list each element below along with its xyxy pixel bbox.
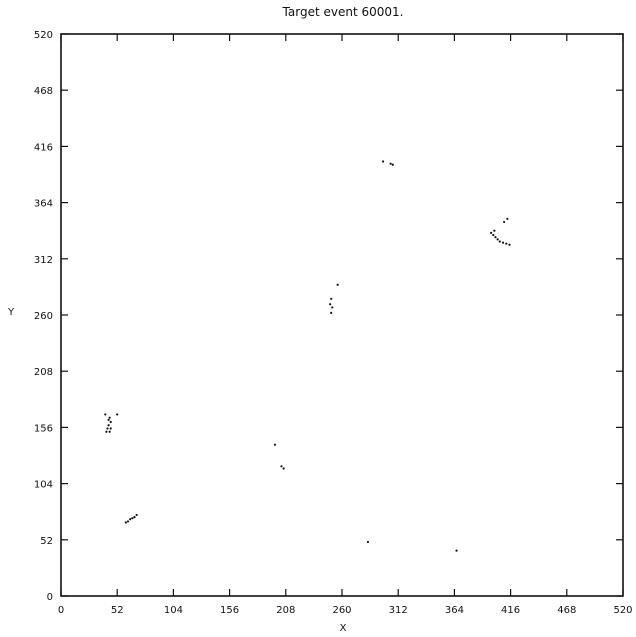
data-point: [490, 231, 493, 234]
data-point: [498, 240, 501, 243]
x-tick-label: 52: [111, 605, 124, 616]
data-point: [389, 162, 392, 165]
chart-title: Target event 60001.: [282, 5, 404, 19]
data-point: [126, 520, 130, 523]
x-tick-label: 416: [501, 605, 520, 616]
data-point: [492, 233, 495, 237]
data-point: [135, 513, 138, 517]
data-point: [273, 443, 277, 446]
x-tick-label: 364: [445, 605, 464, 616]
data-point: [108, 416, 111, 419]
data-point: [129, 518, 132, 521]
data-point: [381, 160, 385, 163]
data-point: [331, 306, 334, 309]
data-point: [109, 420, 112, 424]
data-point: [455, 549, 458, 552]
data-point: [330, 297, 333, 300]
data-point: [505, 242, 508, 245]
y-tick-label: 468: [34, 86, 53, 97]
data-point: [106, 427, 109, 430]
data-point: [282, 467, 285, 470]
data-point: [493, 229, 496, 232]
y-tick-label: 208: [34, 367, 53, 378]
data-point: [506, 217, 509, 220]
y-tick-label: 364: [34, 199, 53, 210]
data-point: [107, 418, 110, 421]
x-tick-label: 156: [220, 605, 239, 616]
data-point: [508, 243, 511, 246]
y-tick-label: 416: [34, 142, 53, 153]
data-point: [124, 521, 127, 524]
data-point: [366, 540, 370, 544]
x-tick-label: 208: [276, 605, 295, 616]
data-point: [503, 220, 506, 224]
x-tick-label: 0: [58, 605, 64, 616]
data-point: [391, 163, 394, 166]
y-tick-label: 104: [34, 480, 53, 491]
y-tick-label: 260: [34, 311, 53, 322]
x-tick-label: 260: [332, 605, 351, 616]
data-point: [107, 424, 110, 427]
y-axis-label: Y: [7, 307, 15, 318]
axis-ticks: 0 52 104 156 208 260 312 364 416 468 520 0 52 104 156 2…: [34, 30, 633, 616]
data-point: [116, 413, 119, 416]
y-tick-label: 52: [40, 536, 53, 547]
data-point: [330, 311, 333, 314]
x-tick-label: 104: [164, 605, 183, 616]
data-point: [329, 303, 332, 306]
data-point: [133, 516, 136, 519]
data-point: [496, 238, 499, 241]
x-axis-label: X: [340, 623, 347, 634]
data-point: [494, 236, 497, 239]
y-tick-label: 0: [47, 592, 53, 603]
x-tick-label: 520: [613, 605, 632, 616]
data-point: [104, 413, 107, 416]
data-point: [109, 427, 112, 430]
data-point: [105, 430, 108, 433]
data-point: [280, 465, 283, 468]
data-point: [501, 241, 505, 244]
data-points: [104, 160, 511, 552]
x-tick-label: 312: [389, 605, 408, 616]
y-tick-label: 312: [34, 255, 53, 266]
y-tick-label: 156: [34, 423, 53, 434]
y-tick-label: 520: [34, 30, 53, 41]
plot-frame: [60, 33, 624, 597]
data-point: [108, 430, 111, 433]
data-point: [336, 283, 339, 286]
x-tick-label: 468: [557, 605, 576, 616]
data-point: [131, 517, 134, 520]
